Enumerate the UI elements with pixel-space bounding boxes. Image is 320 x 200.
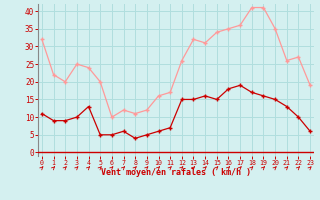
X-axis label: Vent moyen/en rafales ( km/h ): Vent moyen/en rafales ( km/h ) xyxy=(101,168,251,177)
